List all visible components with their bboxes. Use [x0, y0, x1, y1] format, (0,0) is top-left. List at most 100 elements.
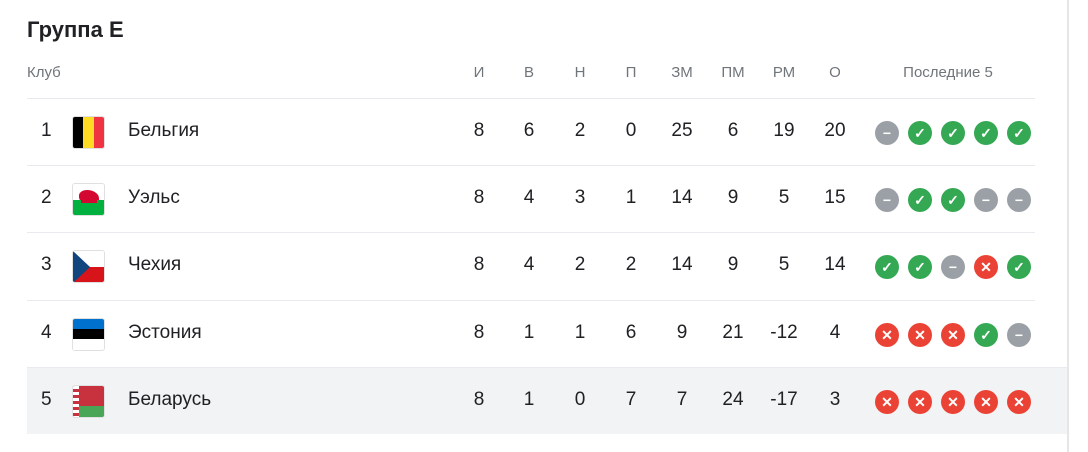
belarus-flag-icon — [72, 384, 105, 418]
team-name[interactable]: Уэльс — [128, 187, 180, 209]
played: 8 — [473, 321, 485, 343]
points: 20 — [824, 120, 846, 141]
wales-flag-icon — [72, 183, 105, 217]
win-check-icon[interactable]: ✓ — [908, 188, 932, 213]
lost: 1 — [625, 187, 637, 209]
team-name[interactable]: Чехия — [128, 254, 182, 276]
header-goal-diff: РМ — [772, 64, 796, 81]
win-check-icon[interactable]: ✓ — [908, 255, 932, 280]
last5-form: − ✓ ✓ − − — [875, 188, 1031, 213]
played: 8 — [473, 254, 485, 276]
points: 4 — [829, 321, 841, 343]
last5-form: ✓ ✓ − ✕ ✓ — [875, 255, 1031, 280]
lost: 2 — [625, 254, 637, 276]
won: 1 — [523, 321, 535, 343]
header-goals-for: ЗМ — [671, 64, 693, 81]
drawn: 0 — [574, 388, 586, 410]
last5-form: ✕ ✕ ✕ ✕ ✕ — [875, 389, 1031, 414]
draw-minus-icon[interactable]: − — [875, 121, 899, 145]
goal-diff: 19 — [773, 120, 795, 141]
drawn: 1 — [574, 321, 586, 343]
header-last5: Последние 5 — [903, 64, 993, 81]
header-lost: П — [625, 64, 637, 81]
win-check-icon[interactable]: ✓ — [875, 255, 899, 280]
win-check-icon[interactable]: ✓ — [974, 322, 998, 347]
goals-against: 24 — [722, 388, 744, 410]
goals-for: 14 — [671, 254, 693, 276]
lost: 7 — [625, 388, 637, 410]
goals-against: 9 — [727, 254, 739, 276]
team-name[interactable]: Беларусь — [128, 388, 212, 410]
goals-against: 21 — [722, 321, 744, 343]
lost: 6 — [625, 321, 637, 343]
loss-x-icon[interactable]: ✕ — [908, 389, 932, 414]
loss-x-icon[interactable]: ✕ — [974, 255, 998, 280]
position: 3 — [41, 254, 52, 276]
loss-x-icon[interactable]: ✕ — [941, 389, 965, 414]
table-row[interactable]: 4 Эстония 8 1 1 6 9 21 -12 4 ✕ ✕ ✕ ✓ − — [27, 299, 1035, 367]
table-row[interactable]: 5 Беларусь 8 1 0 7 7 24 -17 3 ✕ ✕ ✕ ✕ ✕ — [27, 366, 1067, 434]
played: 8 — [473, 120, 485, 141]
win-check-icon[interactable]: ✓ — [908, 121, 932, 145]
win-check-icon[interactable]: ✓ — [941, 121, 965, 145]
played: 8 — [473, 187, 485, 209]
loss-x-icon[interactable]: ✕ — [974, 389, 998, 414]
goals-against: 9 — [727, 187, 739, 209]
position: 4 — [41, 321, 52, 343]
position: 2 — [41, 187, 52, 209]
loss-x-icon[interactable]: ✕ — [1007, 389, 1031, 414]
goal-diff: -12 — [770, 321, 798, 343]
win-check-icon[interactable]: ✓ — [941, 188, 965, 213]
estonia-flag-icon — [72, 317, 105, 351]
win-check-icon[interactable]: ✓ — [1007, 121, 1031, 145]
loss-x-icon[interactable]: ✕ — [941, 322, 965, 347]
header-points: О — [829, 64, 841, 81]
position: 5 — [41, 388, 52, 410]
header-goals-against: ПМ — [721, 64, 745, 81]
draw-minus-icon[interactable]: − — [974, 188, 998, 213]
won: 6 — [523, 120, 535, 141]
points: 3 — [829, 388, 841, 410]
table-row[interactable]: 2 Уэльс 8 4 3 1 14 9 5 15− ✓ ✓ − − — [27, 165, 1035, 232]
win-check-icon[interactable]: ✓ — [974, 121, 998, 145]
header-won: В — [523, 64, 535, 81]
goals-for: 7 — [676, 388, 688, 410]
last5-form: ✕ ✕ ✕ ✓ − — [875, 322, 1031, 347]
played: 8 — [473, 388, 485, 410]
table-row[interactable]: 3 Чехия 8 4 2 2 14 9 5 14 ✓ ✓ − ✕ ✓ — [27, 232, 1035, 299]
drawn: 2 — [574, 120, 586, 141]
draw-minus-icon[interactable]: − — [1007, 322, 1031, 347]
goals-for: 25 — [671, 120, 693, 141]
draw-minus-icon[interactable]: − — [941, 255, 965, 280]
belgium-flag-icon — [72, 116, 105, 149]
czechia-flag-icon — [72, 250, 105, 284]
draw-minus-icon[interactable]: − — [875, 188, 899, 213]
won: 1 — [523, 388, 535, 410]
loss-x-icon[interactable]: ✕ — [875, 389, 899, 414]
lost: 0 — [625, 120, 637, 141]
table-row[interactable]: 1 Бельгия 8 6 2 0 25 6 19 20− ✓ ✓ ✓ ✓ — [27, 98, 1035, 165]
points: 15 — [824, 187, 846, 209]
goal-diff: -17 — [770, 388, 798, 410]
goals-for: 14 — [671, 187, 693, 209]
team-name[interactable]: Бельгия — [128, 120, 200, 141]
drawn: 2 — [574, 254, 586, 276]
last5-form: − ✓ ✓ ✓ ✓ — [875, 121, 1031, 145]
goal-diff: 5 — [778, 187, 790, 209]
team-name[interactable]: Эстония — [128, 321, 202, 343]
header-club: Клуб — [27, 64, 61, 81]
won: 4 — [523, 254, 535, 276]
header-played: И — [473, 64, 485, 81]
goals-against: 6 — [727, 120, 739, 141]
goal-diff: 5 — [778, 254, 790, 276]
win-check-icon[interactable]: ✓ — [1007, 255, 1031, 280]
position: 1 — [41, 120, 52, 141]
loss-x-icon[interactable]: ✕ — [875, 322, 899, 347]
scrollbar-divider — [1067, 0, 1069, 452]
points: 14 — [824, 254, 846, 276]
won: 4 — [523, 187, 535, 209]
goals-for: 9 — [676, 321, 688, 343]
header-drawn: Н — [574, 64, 586, 81]
loss-x-icon[interactable]: ✕ — [908, 322, 932, 347]
draw-minus-icon[interactable]: − — [1007, 188, 1031, 213]
